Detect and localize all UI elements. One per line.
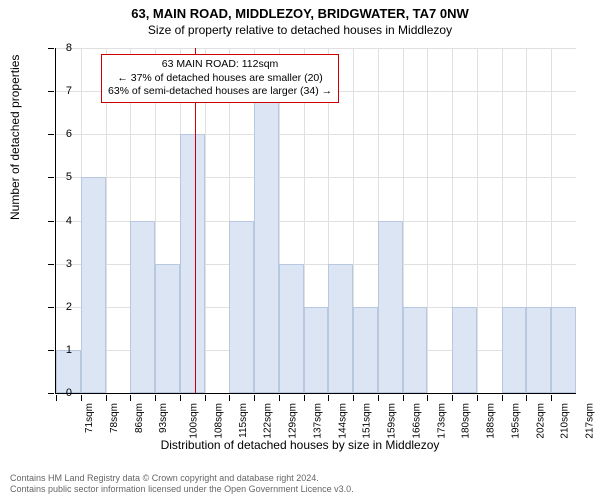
xtick-label: 144sqm bbox=[337, 403, 348, 439]
xtick-label: 86sqm bbox=[134, 403, 145, 433]
xtick bbox=[452, 395, 453, 401]
bar bbox=[526, 307, 551, 393]
xtick-label: 108sqm bbox=[213, 403, 224, 439]
ytick-label: 6 bbox=[52, 128, 72, 140]
x-axis-label: Distribution of detached houses by size … bbox=[0, 438, 600, 452]
xtick bbox=[254, 395, 255, 401]
xtick bbox=[229, 395, 230, 401]
bar bbox=[452, 307, 477, 393]
xtick bbox=[502, 395, 503, 401]
xtick-label: 93sqm bbox=[158, 403, 169, 433]
ytick-label: 1 bbox=[52, 344, 72, 356]
chart-subtitle: Size of property relative to detached ho… bbox=[0, 21, 600, 37]
ytick-label: 7 bbox=[52, 85, 72, 97]
bar bbox=[180, 134, 205, 393]
bar bbox=[254, 91, 279, 393]
xtick-label: 115sqm bbox=[237, 403, 248, 438]
xtick-label: 195sqm bbox=[511, 403, 522, 439]
gridline-h bbox=[56, 177, 576, 178]
gridline-h bbox=[56, 48, 576, 49]
xtick bbox=[180, 395, 181, 401]
xtick bbox=[328, 395, 329, 401]
bar bbox=[304, 307, 329, 393]
ytick-label: 0 bbox=[52, 387, 72, 399]
bar bbox=[551, 307, 576, 393]
xtick-label: 202sqm bbox=[535, 403, 546, 439]
annotation-line1: 63 MAIN ROAD: 112sqm bbox=[108, 58, 332, 72]
xtick-label: 173sqm bbox=[436, 403, 447, 439]
ytick-label: 4 bbox=[52, 215, 72, 227]
annotation-line3: 63% of semi-detached houses are larger (… bbox=[108, 85, 332, 99]
annotation-box: 63 MAIN ROAD: 112sqm← 37% of detached ho… bbox=[101, 54, 339, 103]
gridline-v bbox=[427, 48, 428, 393]
bar bbox=[502, 307, 527, 393]
ytick-label: 5 bbox=[52, 171, 72, 183]
xtick bbox=[279, 395, 280, 401]
xtick-label: 129sqm bbox=[288, 403, 299, 439]
xtick-label: 151sqm bbox=[362, 403, 373, 439]
chart-title: 63, MAIN ROAD, MIDDLEZOY, BRIDGWATER, TA… bbox=[0, 0, 600, 21]
bar bbox=[81, 177, 106, 393]
xtick bbox=[155, 395, 156, 401]
footer-line2: Contains public sector information licen… bbox=[10, 484, 354, 496]
xtick-label: 100sqm bbox=[189, 403, 200, 439]
xtick-label: 159sqm bbox=[387, 403, 398, 439]
xtick-label: 210sqm bbox=[560, 403, 571, 439]
xtick-label: 217sqm bbox=[585, 403, 596, 439]
bar bbox=[229, 221, 254, 394]
bar bbox=[155, 264, 180, 393]
footer-line1: Contains HM Land Registry data © Crown c… bbox=[10, 473, 354, 485]
plot-area: 71sqm78sqm86sqm93sqm100sqm108sqm115sqm12… bbox=[55, 48, 576, 394]
xtick-label: 71sqm bbox=[84, 403, 95, 433]
xtick bbox=[353, 395, 354, 401]
bar bbox=[328, 264, 353, 393]
xtick bbox=[427, 395, 428, 401]
xtick-label: 180sqm bbox=[461, 403, 472, 439]
xtick-label: 166sqm bbox=[411, 403, 422, 439]
xtick bbox=[403, 395, 404, 401]
xtick bbox=[526, 395, 527, 401]
ytick-label: 8 bbox=[52, 42, 72, 54]
xtick bbox=[378, 395, 379, 401]
bar bbox=[403, 307, 428, 393]
xtick-label: 188sqm bbox=[486, 403, 497, 439]
bar bbox=[279, 264, 304, 393]
xtick-label: 122sqm bbox=[263, 403, 274, 439]
bar bbox=[130, 221, 155, 394]
xtick bbox=[304, 395, 305, 401]
bar bbox=[353, 307, 378, 393]
xtick-label: 137sqm bbox=[312, 403, 323, 439]
footer-text: Contains HM Land Registry data © Crown c… bbox=[10, 473, 354, 496]
xtick bbox=[81, 395, 82, 401]
gridline-v bbox=[477, 48, 478, 393]
xtick bbox=[205, 395, 206, 401]
xtick-label: 78sqm bbox=[109, 403, 120, 433]
gridline-h bbox=[56, 134, 576, 135]
y-axis-label: Number of detached properties bbox=[8, 55, 22, 220]
ytick-label: 2 bbox=[52, 301, 72, 313]
annotation-line2: ← 37% of detached houses are smaller (20… bbox=[108, 72, 332, 86]
xtick bbox=[106, 395, 107, 401]
ytick-label: 3 bbox=[52, 258, 72, 270]
bar bbox=[378, 221, 403, 394]
xtick bbox=[130, 395, 131, 401]
chart-container: 63, MAIN ROAD, MIDDLEZOY, BRIDGWATER, TA… bbox=[0, 0, 600, 500]
xtick bbox=[551, 395, 552, 401]
xtick bbox=[477, 395, 478, 401]
